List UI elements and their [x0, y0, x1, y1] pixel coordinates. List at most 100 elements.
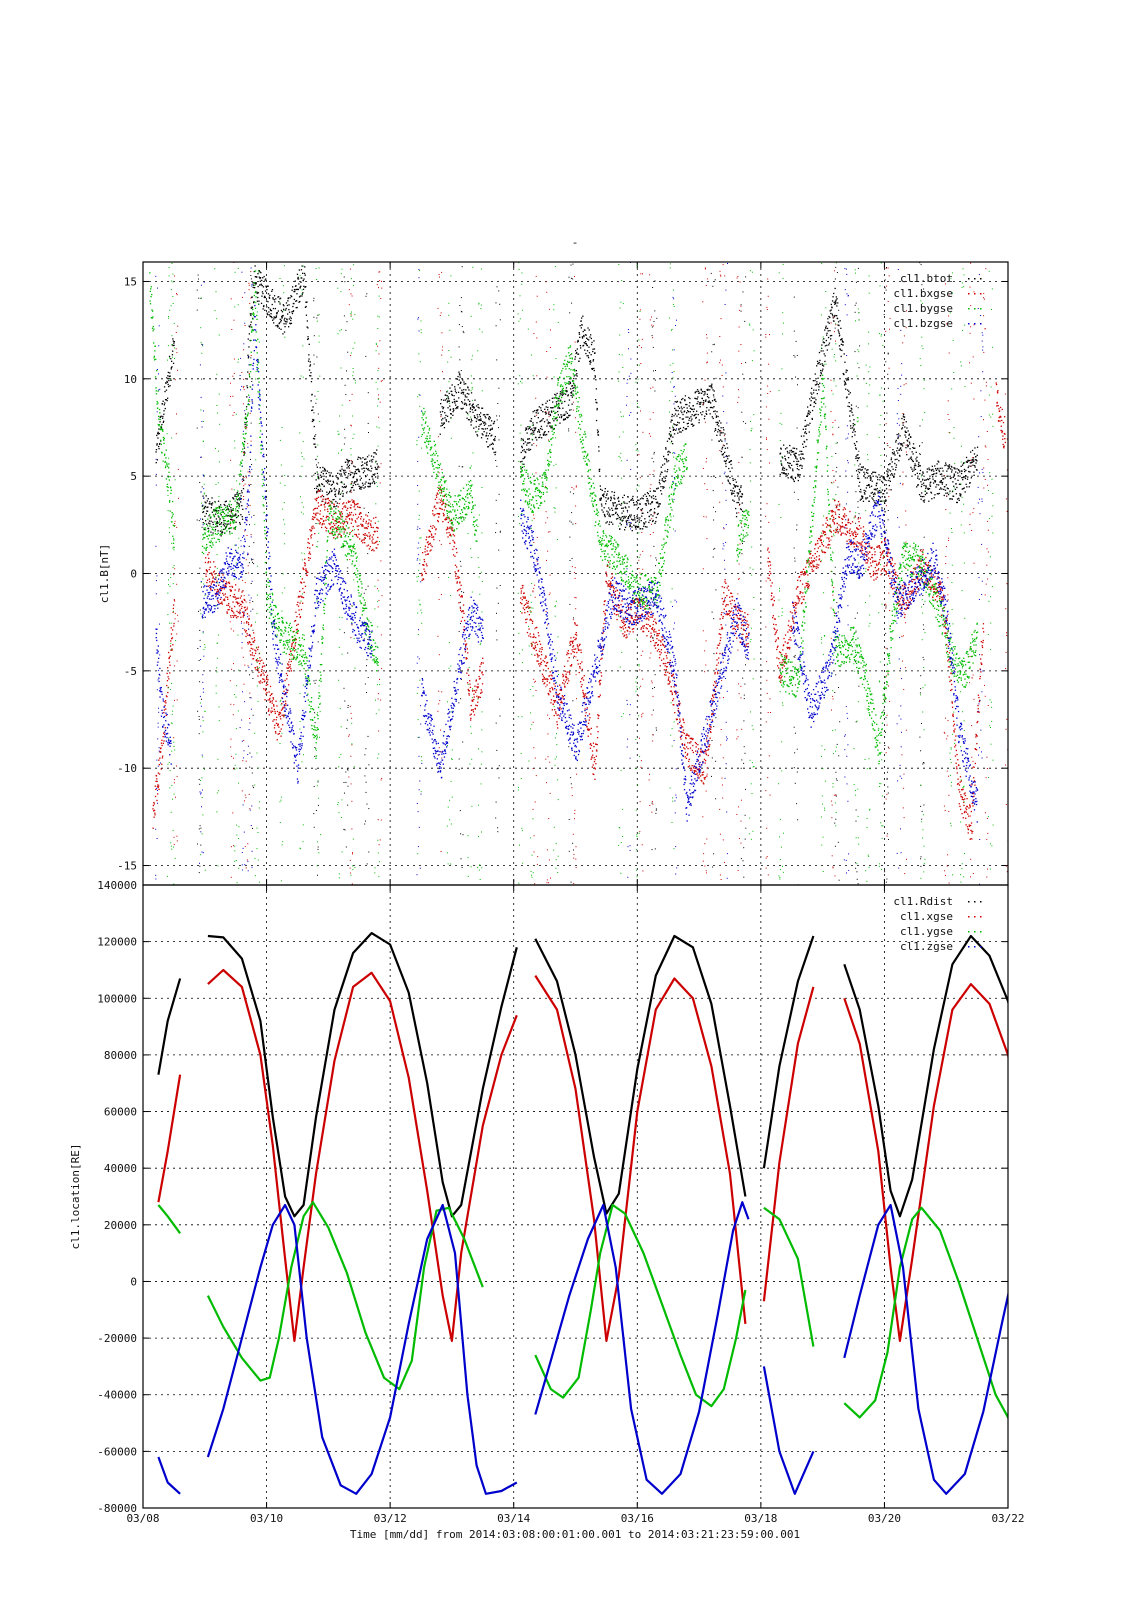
data-point [880, 491, 882, 493]
data-point [164, 701, 166, 703]
data-point [887, 387, 889, 389]
data-point [240, 490, 243, 492]
data-point [677, 410, 679, 412]
data-point [280, 709, 283, 711]
data-point [578, 332, 580, 334]
data-point [696, 390, 698, 393]
data-point [435, 528, 437, 530]
data-point [486, 413, 488, 416]
data-point [653, 453, 655, 455]
data-point [651, 326, 653, 328]
data-point [700, 412, 702, 414]
data-point [209, 517, 212, 519]
data-point [369, 483, 371, 485]
data-point [486, 427, 488, 430]
data-point [535, 427, 537, 429]
data-point [974, 459, 976, 461]
data-point [260, 670, 263, 672]
data-point [172, 338, 174, 340]
data-point [449, 526, 451, 528]
data-point [317, 476, 320, 478]
data-point [855, 281, 857, 283]
data-point [329, 504, 331, 506]
data-point [540, 420, 542, 422]
data-point [640, 520, 642, 522]
data-point [554, 418, 556, 420]
data-point [459, 382, 462, 384]
data-point [794, 356, 796, 358]
data-point [609, 585, 611, 587]
data-point [834, 327, 836, 329]
data-point [523, 449, 525, 451]
data-point [331, 533, 333, 535]
data-point [834, 314, 836, 317]
data-point [959, 493, 961, 495]
data-point [365, 748, 367, 750]
data-point [564, 685, 566, 687]
data-point [304, 286, 306, 288]
data-point [711, 416, 713, 418]
data-point [287, 689, 289, 691]
data-point [468, 690, 471, 692]
data-point [375, 468, 377, 470]
data-point [268, 699, 271, 701]
data-point [441, 406, 443, 408]
data-point [261, 669, 263, 671]
data-point [293, 298, 295, 301]
data-point [472, 406, 474, 408]
data-point [556, 714, 558, 716]
data-point [870, 485, 873, 487]
data-point [435, 529, 437, 531]
data-point [591, 368, 593, 370]
data-point [524, 456, 526, 458]
data-point [158, 428, 160, 430]
data-point [254, 283, 257, 285]
data-point [468, 694, 470, 696]
data-point [566, 652, 568, 654]
data-point [204, 501, 206, 503]
data-point [560, 689, 563, 691]
data-point [465, 383, 467, 385]
data-point [679, 401, 681, 403]
data-point [842, 341, 845, 343]
data-point [482, 421, 484, 423]
data-point [851, 427, 854, 429]
data-point [866, 477, 868, 479]
data-point [575, 638, 577, 640]
data-point [609, 582, 611, 585]
data-point [682, 418, 684, 420]
data-point [292, 310, 294, 313]
data-point [599, 485, 601, 487]
data-point [716, 424, 718, 426]
data-point [482, 414, 485, 416]
data-point [921, 723, 922, 724]
data-point [357, 483, 359, 485]
data-point [359, 513, 361, 515]
data-point [369, 482, 372, 484]
data-point [338, 533, 340, 535]
data-point [680, 402, 682, 404]
data-point [941, 473, 943, 475]
data-point [453, 400, 456, 403]
data-point [368, 512, 369, 514]
data-point [851, 408, 853, 410]
data-point [265, 278, 267, 280]
data-point [442, 423, 444, 425]
data-point [264, 689, 267, 692]
data-point [545, 656, 547, 658]
data-point [358, 470, 360, 472]
data-point [373, 456, 375, 458]
data-point [840, 339, 842, 341]
data-point [329, 474, 331, 476]
data-point [257, 292, 260, 294]
data-point [235, 615, 237, 617]
data-point [580, 327, 582, 329]
data-point [828, 342, 831, 344]
data-point [804, 431, 807, 433]
data-point [632, 519, 634, 521]
data-point [585, 334, 587, 336]
data-point [256, 300, 259, 302]
data-point [712, 394, 715, 396]
data-point [219, 602, 221, 605]
